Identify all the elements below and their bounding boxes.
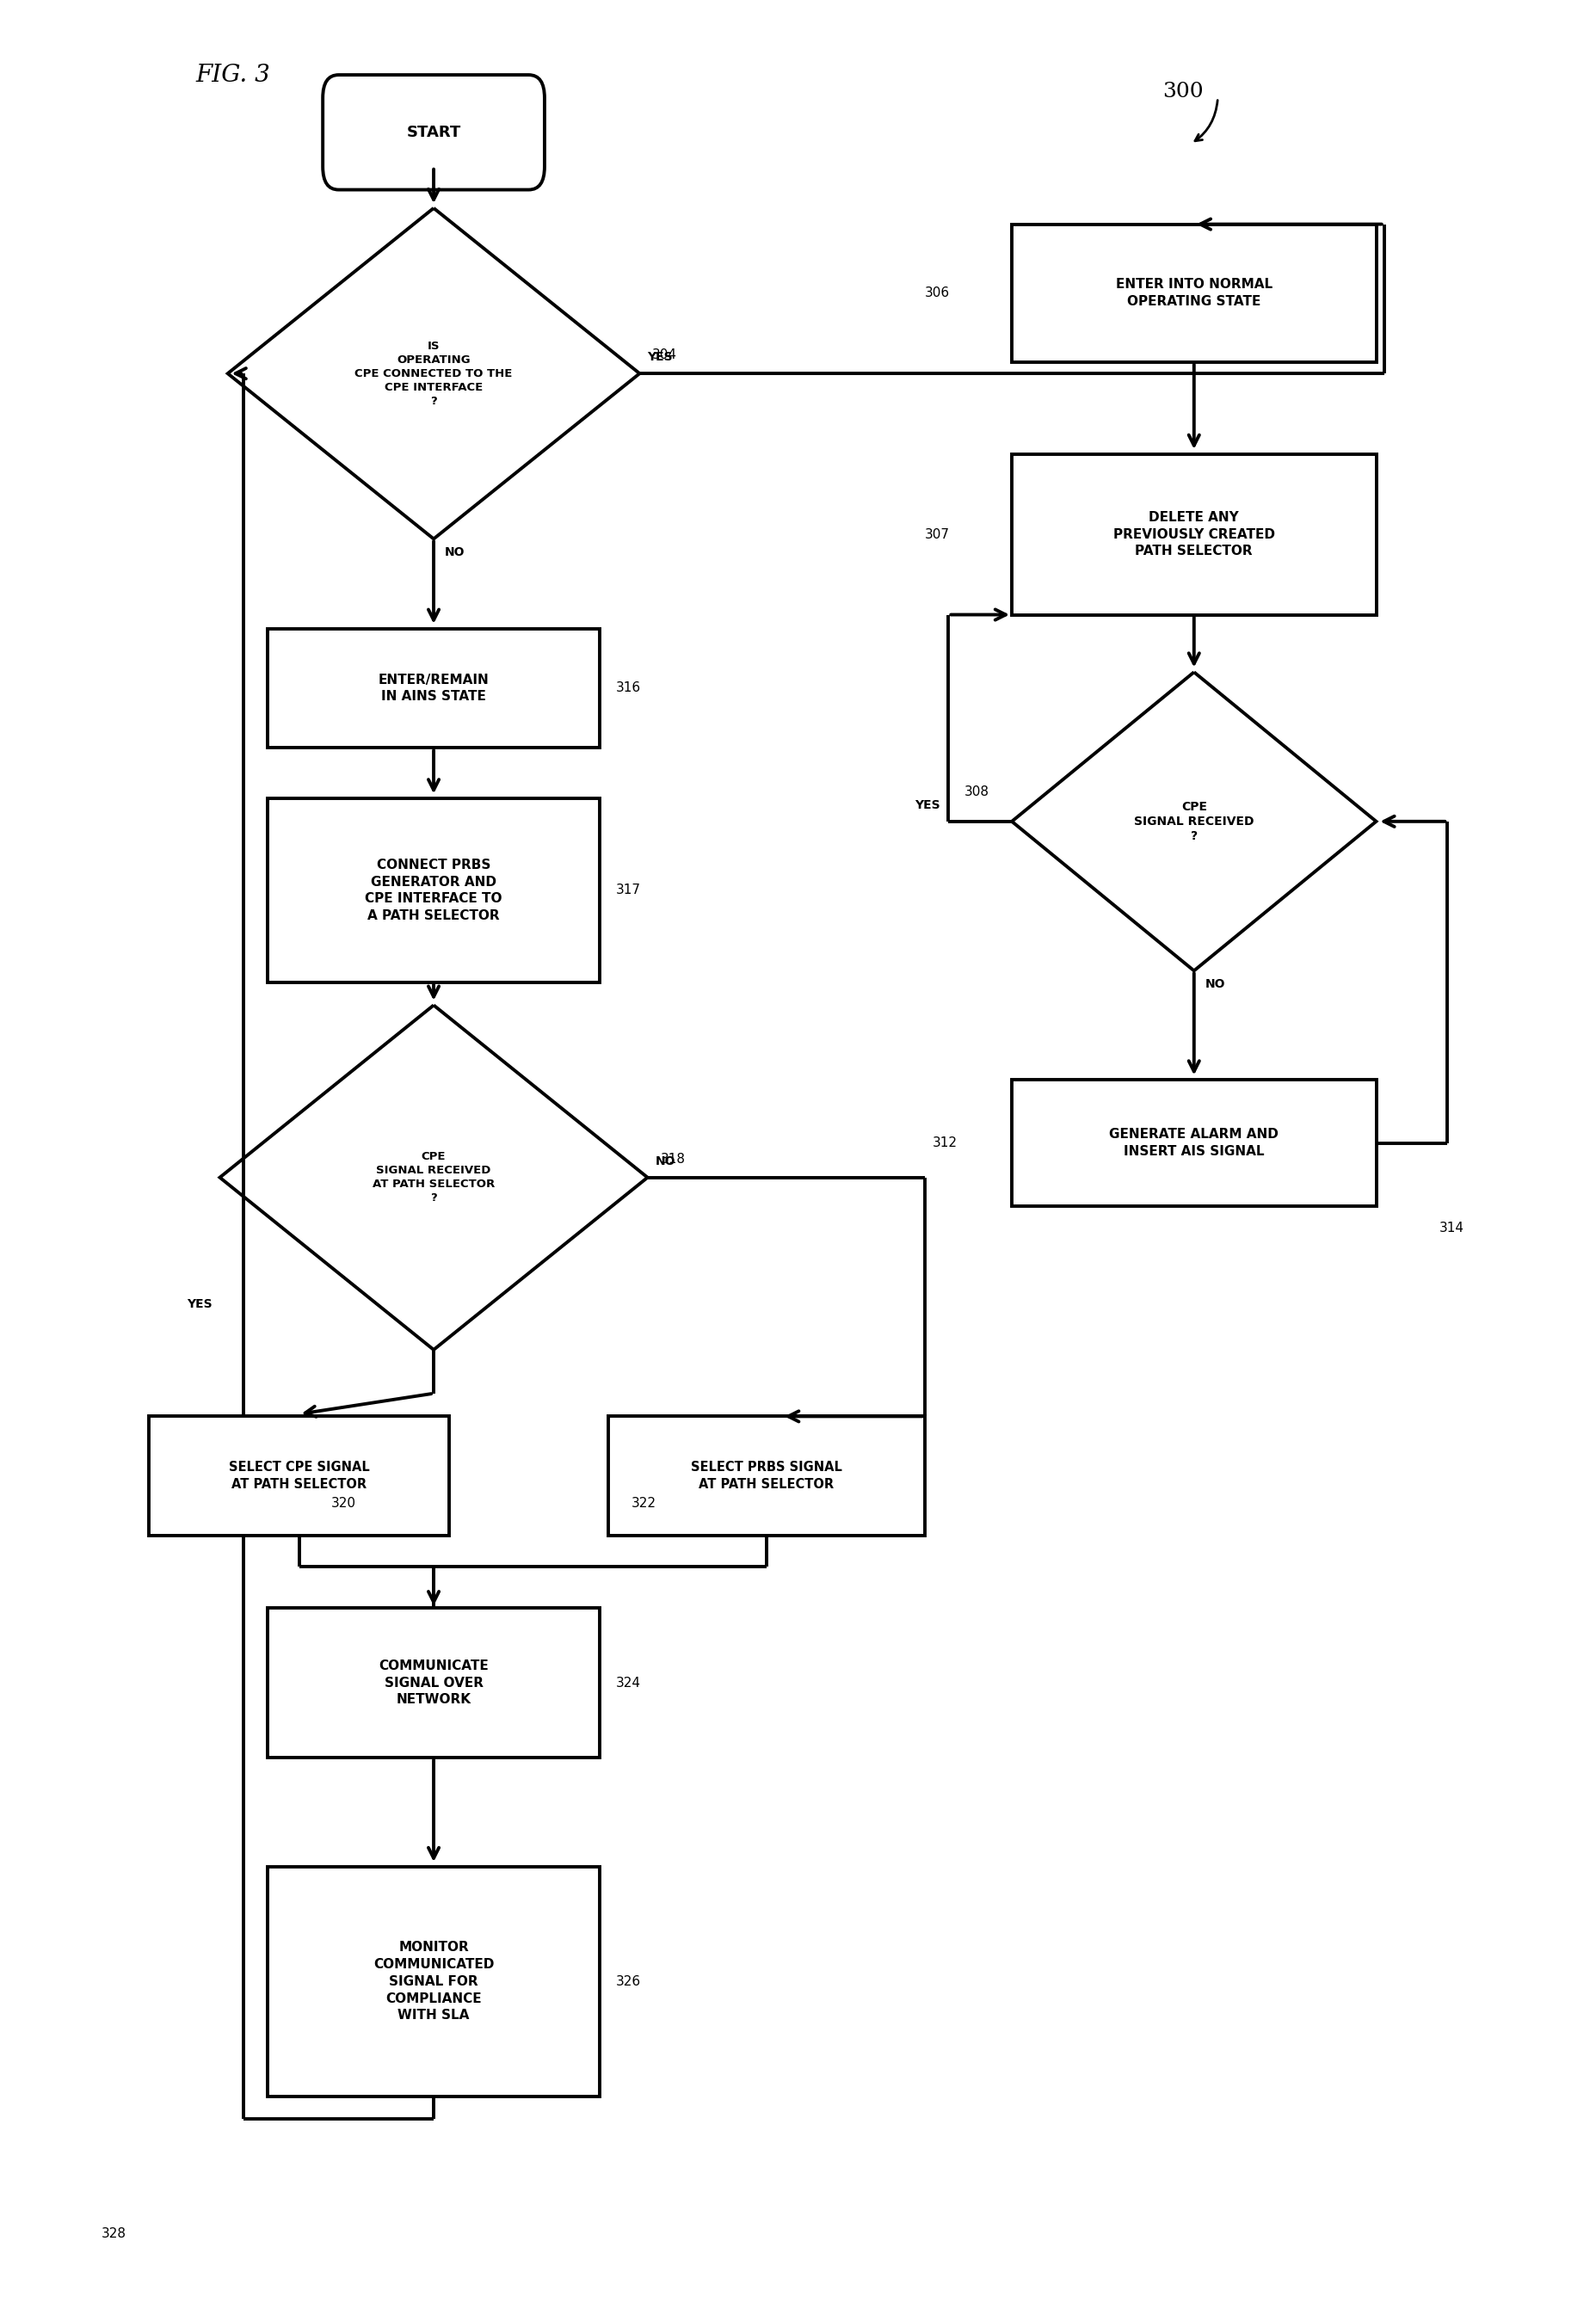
Text: 300: 300 bbox=[1162, 81, 1203, 102]
Text: YES: YES bbox=[648, 351, 674, 363]
FancyBboxPatch shape bbox=[268, 1607, 600, 1757]
FancyBboxPatch shape bbox=[1012, 224, 1376, 363]
Text: START: START bbox=[407, 125, 461, 141]
FancyArrowPatch shape bbox=[1195, 99, 1218, 141]
Text: MONITOR
COMMUNICATED
SIGNAL FOR
COMPLIANCE
WITH SLA: MONITOR COMMUNICATED SIGNAL FOR COMPLIAN… bbox=[373, 1942, 495, 2023]
Text: 316: 316 bbox=[616, 681, 642, 695]
FancyBboxPatch shape bbox=[148, 1415, 450, 1535]
Text: CPE
SIGNAL RECEIVED
?: CPE SIGNAL RECEIVED ? bbox=[1135, 801, 1254, 843]
FancyBboxPatch shape bbox=[1012, 1081, 1376, 1205]
Text: 322: 322 bbox=[632, 1496, 656, 1510]
FancyBboxPatch shape bbox=[268, 799, 600, 981]
FancyBboxPatch shape bbox=[268, 1866, 600, 2097]
Text: ENTER INTO NORMAL
OPERATING STATE: ENTER INTO NORMAL OPERATING STATE bbox=[1116, 277, 1272, 307]
Text: 328: 328 bbox=[101, 2228, 126, 2240]
Text: COMMUNICATE
SIGNAL OVER
NETWORK: COMMUNICATE SIGNAL OVER NETWORK bbox=[378, 1660, 488, 1706]
Text: ENTER/REMAIN
IN AINS STATE: ENTER/REMAIN IN AINS STATE bbox=[378, 674, 488, 704]
Text: 314: 314 bbox=[1440, 1221, 1465, 1235]
Text: GENERATE ALARM AND
INSERT AIS SIGNAL: GENERATE ALARM AND INSERT AIS SIGNAL bbox=[1109, 1129, 1278, 1159]
FancyBboxPatch shape bbox=[1012, 455, 1376, 614]
Text: YES: YES bbox=[915, 799, 940, 810]
FancyBboxPatch shape bbox=[268, 628, 600, 748]
Text: CPE
SIGNAL RECEIVED
AT PATH SELECTOR
?: CPE SIGNAL RECEIVED AT PATH SELECTOR ? bbox=[372, 1152, 495, 1203]
Text: 324: 324 bbox=[616, 1676, 640, 1690]
Text: NO: NO bbox=[656, 1154, 675, 1168]
Text: 318: 318 bbox=[661, 1152, 685, 1166]
Text: YES: YES bbox=[187, 1298, 212, 1309]
Text: SELECT CPE SIGNAL
AT PATH SELECTOR: SELECT CPE SIGNAL AT PATH SELECTOR bbox=[228, 1462, 369, 1492]
Text: IS
OPERATING
CPE CONNECTED TO THE
CPE INTERFACE
?: IS OPERATING CPE CONNECTED TO THE CPE IN… bbox=[354, 339, 512, 406]
Text: 312: 312 bbox=[932, 1136, 958, 1150]
Text: FIG. 3: FIG. 3 bbox=[196, 62, 271, 88]
FancyBboxPatch shape bbox=[608, 1415, 924, 1535]
Text: 306: 306 bbox=[924, 286, 950, 300]
Text: DELETE ANY
PREVIOUSLY CREATED
PATH SELECTOR: DELETE ANY PREVIOUSLY CREATED PATH SELEC… bbox=[1112, 510, 1275, 559]
Text: 320: 320 bbox=[330, 1496, 356, 1510]
Text: 326: 326 bbox=[616, 1974, 642, 1988]
FancyBboxPatch shape bbox=[322, 74, 544, 189]
Text: NO: NO bbox=[445, 547, 464, 559]
Text: NO: NO bbox=[1205, 979, 1226, 991]
Text: SELECT PRBS SIGNAL
AT PATH SELECTOR: SELECT PRBS SIGNAL AT PATH SELECTOR bbox=[691, 1462, 843, 1492]
Text: 308: 308 bbox=[964, 785, 990, 799]
Text: CONNECT PRBS
GENERATOR AND
CPE INTERFACE TO
A PATH SELECTOR: CONNECT PRBS GENERATOR AND CPE INTERFACE… bbox=[365, 859, 503, 921]
Text: 307: 307 bbox=[924, 529, 950, 540]
Text: 317: 317 bbox=[616, 884, 640, 896]
Text: 304: 304 bbox=[653, 349, 677, 363]
